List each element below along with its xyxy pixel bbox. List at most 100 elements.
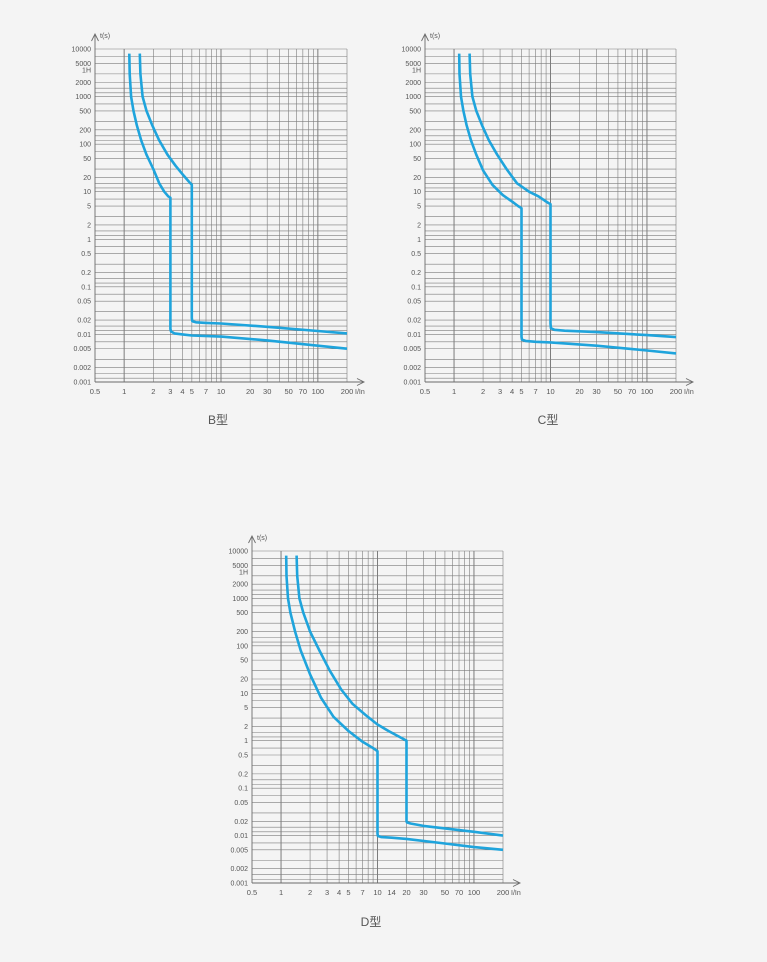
y-axis-label: t(s) [100,33,110,40]
x-axis-label: I/In [684,389,694,396]
x-tick-label: 50 [285,387,293,396]
y-tick-label: 0.02 [77,318,91,325]
chart-caption: D型 [361,915,382,929]
y-tick-label: 0.01 [77,332,91,339]
y-tick-label: 1 [87,237,91,244]
y-tick-label: 50 [83,156,91,163]
x-tick-label: 20 [402,888,410,897]
y-tick-label: 0.002 [73,365,91,372]
y-axis-label: t(s) [257,535,267,542]
x-tick-label: 200 [341,387,354,396]
trip-curve-upper [468,53,677,339]
x-tick-label: 70 [455,888,463,897]
y-tick-label: 0.2 [81,270,91,277]
y-tick-label: 1000 [75,94,91,101]
y-tick-label: 0.005 [403,346,421,353]
x-tick-label: 10 [217,387,225,396]
y-tick-label: 100 [409,142,421,149]
x-tick-label: 5 [346,888,350,897]
y-tick-label: 10000 [402,47,422,54]
y-tick-label: 1H [82,68,91,75]
x-tick-label: 30 [592,387,600,396]
x-tick-label: 0.5 [90,387,100,396]
y-tick-label: 0.001 [73,380,91,387]
y-tick-label: 1H [239,570,248,577]
y-tick-label: 0.1 [81,284,91,291]
y-tick-label: 0.1 [411,284,421,291]
trip-curve-lower [284,555,504,852]
y-tick-label: 0.005 [230,847,248,854]
y-axis-arrow-icon [248,534,256,544]
x-tick-label: 70 [628,387,636,396]
y-tick-label: 0.05 [77,299,91,306]
y-tick-label: 2 [87,222,91,229]
y-tick-label: 2000 [405,80,421,87]
x-tick-label: 7 [360,888,364,897]
y-tick-label: 1000 [232,596,248,603]
y-tick-label: 1000 [405,94,421,101]
y-tick-label: 0.05 [407,299,421,306]
y-tick-label: 0.2 [411,270,421,277]
y-tick-label: 0.5 [238,752,248,759]
trip-curve-upper [138,53,348,335]
y-tick-label: 10 [240,691,248,698]
x-tick-label: 1 [452,387,456,396]
y-tick-label: 2000 [232,582,248,589]
y-tick-label: 0.001 [403,380,421,387]
x-axis-arrow-icon [512,879,522,887]
y-tick-label: 20 [413,175,421,182]
x-tick-label: 10 [546,387,554,396]
y-axis-arrow-icon [91,32,99,42]
y-tick-label: 0.05 [234,800,248,807]
x-tick-label: 50 [441,888,449,897]
y-tick-label: 0.5 [411,251,421,258]
y-tick-label: 2 [244,724,248,731]
y-tick-label: 500 [409,108,421,115]
x-tick-label: 5 [519,387,523,396]
y-tick-label: 50 [413,156,421,163]
y-tick-label: 0.2 [238,771,248,778]
x-tick-label: 3 [168,387,172,396]
x-axis-label: I/In [511,890,521,897]
y-tick-label: 0.1 [238,786,248,793]
y-tick-label: 0.02 [407,318,421,325]
y-tick-label: 5 [87,204,91,211]
y-tick-label: 1H [412,68,421,75]
y-tick-label: 0.5 [81,251,91,258]
y-tick-label: 0.002 [403,365,421,372]
y-tick-label: 5000 [75,61,91,68]
y-tick-label: 10000 [72,47,92,54]
trip-curve-upper [295,555,504,837]
y-tick-label: 0.001 [230,881,248,888]
y-tick-label: 20 [83,175,91,182]
y-axis-label: t(s) [430,33,440,40]
x-tick-label: 200 [497,888,510,897]
x-tick-label: 4 [337,888,341,897]
y-tick-label: 5 [417,204,421,211]
chart-caption: B型 [208,413,228,427]
x-tick-label: 0.5 [420,387,430,396]
x-tick-label: 30 [263,387,271,396]
x-tick-label: 10 [373,888,381,897]
y-tick-label: 10 [413,189,421,196]
y-tick-label: 5000 [232,563,248,570]
x-tick-label: 1 [122,387,126,396]
y-tick-label: 10 [83,189,91,196]
y-tick-label: 2000 [75,80,91,87]
x-tick-label: 100 [312,387,325,396]
y-tick-label: 200 [236,629,248,636]
y-tick-label: 200 [79,127,91,134]
y-tick-label: 0.005 [73,346,91,353]
y-tick-label: 1 [244,738,248,745]
y-tick-label: 0.01 [407,332,421,339]
x-axis-label: I/In [355,389,365,396]
x-tick-label: 4 [180,387,184,396]
x-tick-label: 70 [299,387,307,396]
y-tick-label: 5 [244,705,248,712]
x-tick-label: 30 [419,888,427,897]
x-tick-label: 20 [246,387,254,396]
